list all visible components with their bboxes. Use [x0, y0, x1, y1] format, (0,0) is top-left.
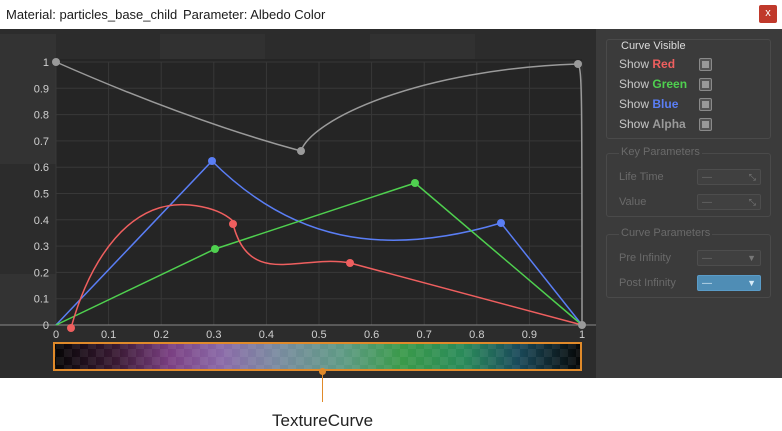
show-green-checkbox[interactable] [699, 78, 712, 91]
post-infinity-label: Post Infinity [619, 277, 676, 289]
show-alpha-checkbox[interactable] [699, 118, 712, 131]
post-infinity-dropdown[interactable]: — ▼ [697, 275, 761, 291]
y-tick-label: 0.6 [34, 162, 49, 174]
parameter-label: Parameter: Albedo Color [183, 7, 326, 22]
x-tick-label: 0.6 [364, 329, 379, 341]
y-tick-label: 0.1 [34, 294, 49, 306]
green-key [411, 179, 419, 187]
end-key [578, 321, 586, 329]
show-alpha-row: Show Alpha [619, 117, 686, 131]
texture-curve-ramp[interactable] [53, 342, 582, 371]
value-field[interactable]: — ⤡ [697, 194, 761, 210]
chevron-down-icon: ▼ [747, 278, 756, 288]
blue-curve [55, 159, 583, 326]
pre-infinity-dropdown[interactable]: — ▼ [697, 250, 761, 266]
x-tick-label: 0.9 [522, 329, 537, 341]
close-button[interactable]: x [759, 5, 777, 23]
green-key [211, 245, 219, 253]
curve-parameters-title: Curve Parameters [619, 227, 713, 239]
x-tick-label: 1 [579, 329, 585, 341]
y-tick-label: 0 [43, 320, 49, 332]
keys[interactable] [52, 58, 586, 332]
key-parameters-group: Key Parameters Life Time — ⤡ Value — ⤡ [606, 146, 771, 217]
blue-key [208, 157, 216, 165]
y-tick-label: 1 [43, 57, 49, 69]
expand-icon: ⤡ [748, 197, 756, 207]
axis-labels: 1 0.9 0.8 0.7 0.6 0.5 0.4 0.3 0.2 0.1 00 0.1 0.2 0.3 0… [34, 57, 585, 341]
red-curve [70, 203, 583, 329]
pre-infinity-label: Pre Infinity [619, 252, 671, 264]
show-red-row: Show Red [619, 57, 676, 71]
y-tick-label: 0.7 [34, 136, 49, 148]
life-time-label: Life Time [619, 171, 664, 183]
value-label: Value [619, 196, 647, 208]
x-tick-label: 0.8 [469, 329, 484, 341]
y-tick-label: 0.3 [34, 241, 49, 253]
curve-visible-group: Curve Visible Show Red Show Green Show B… [606, 39, 771, 139]
y-tick-label: 0.4 [34, 215, 49, 227]
y-tick-label: 0.9 [34, 83, 49, 95]
y-tick-label: 0.8 [34, 110, 49, 122]
curve-graph[interactable]: 1 0.9 0.8 0.7 0.6 0.5 0.4 0.3 0.2 0.1 00 0.1 0.2 0.3 0… [0, 29, 596, 378]
alpha-key [52, 58, 60, 66]
life-time-field[interactable]: — ⤡ [697, 169, 761, 185]
x-tick-label: 0.1 [101, 329, 116, 341]
red-key [67, 324, 75, 332]
x-tick-label: 0.7 [417, 329, 432, 341]
x-tick-label: 0.2 [154, 329, 169, 341]
expand-icon: ⤡ [748, 172, 756, 182]
show-red-checkbox[interactable] [699, 58, 712, 71]
curve-visible-title: Curve Visible [619, 40, 688, 52]
texture-curve-label: TextureCurve [272, 411, 374, 430]
x-tick-label: 0.5 [311, 329, 326, 341]
x-tick-label: 0.4 [259, 329, 274, 341]
grid [0, 61, 596, 326]
y-tick-label: 0.5 [34, 189, 49, 201]
title-bar: Material: particles_base_child Parameter… [0, 0, 782, 29]
key-parameters-title: Key Parameters [619, 146, 702, 158]
material-label: Material: particles_base_child [6, 7, 178, 22]
curve-parameters-group: Curve Parameters Pre Infinity — ▼ Post In… [606, 227, 771, 298]
alpha-key [297, 147, 305, 155]
side-panel: Curve Visible Show Red Show Green Show B… [596, 29, 782, 378]
green-curve [55, 182, 583, 326]
chevron-down-icon: ▼ [747, 253, 756, 263]
blue-key [497, 219, 505, 227]
red-key [346, 259, 354, 267]
red-key [229, 220, 237, 228]
annotation-dot [319, 368, 326, 375]
curve-editor[interactable]: 1 0.9 0.8 0.7 0.6 0.5 0.4 0.3 0.2 0.1 0 0 0.1 0.2 0.3 0… [0, 29, 596, 378]
x-tick-label: 0.3 [206, 329, 221, 341]
alpha-key [574, 60, 582, 68]
x-tick-label: 0 [53, 329, 59, 341]
show-blue-checkbox[interactable] [699, 98, 712, 111]
show-blue-row: Show Blue [619, 97, 679, 111]
y-tick-label: 0.2 [34, 267, 49, 279]
show-green-row: Show Green [619, 77, 688, 91]
annotation-line [322, 372, 323, 402]
